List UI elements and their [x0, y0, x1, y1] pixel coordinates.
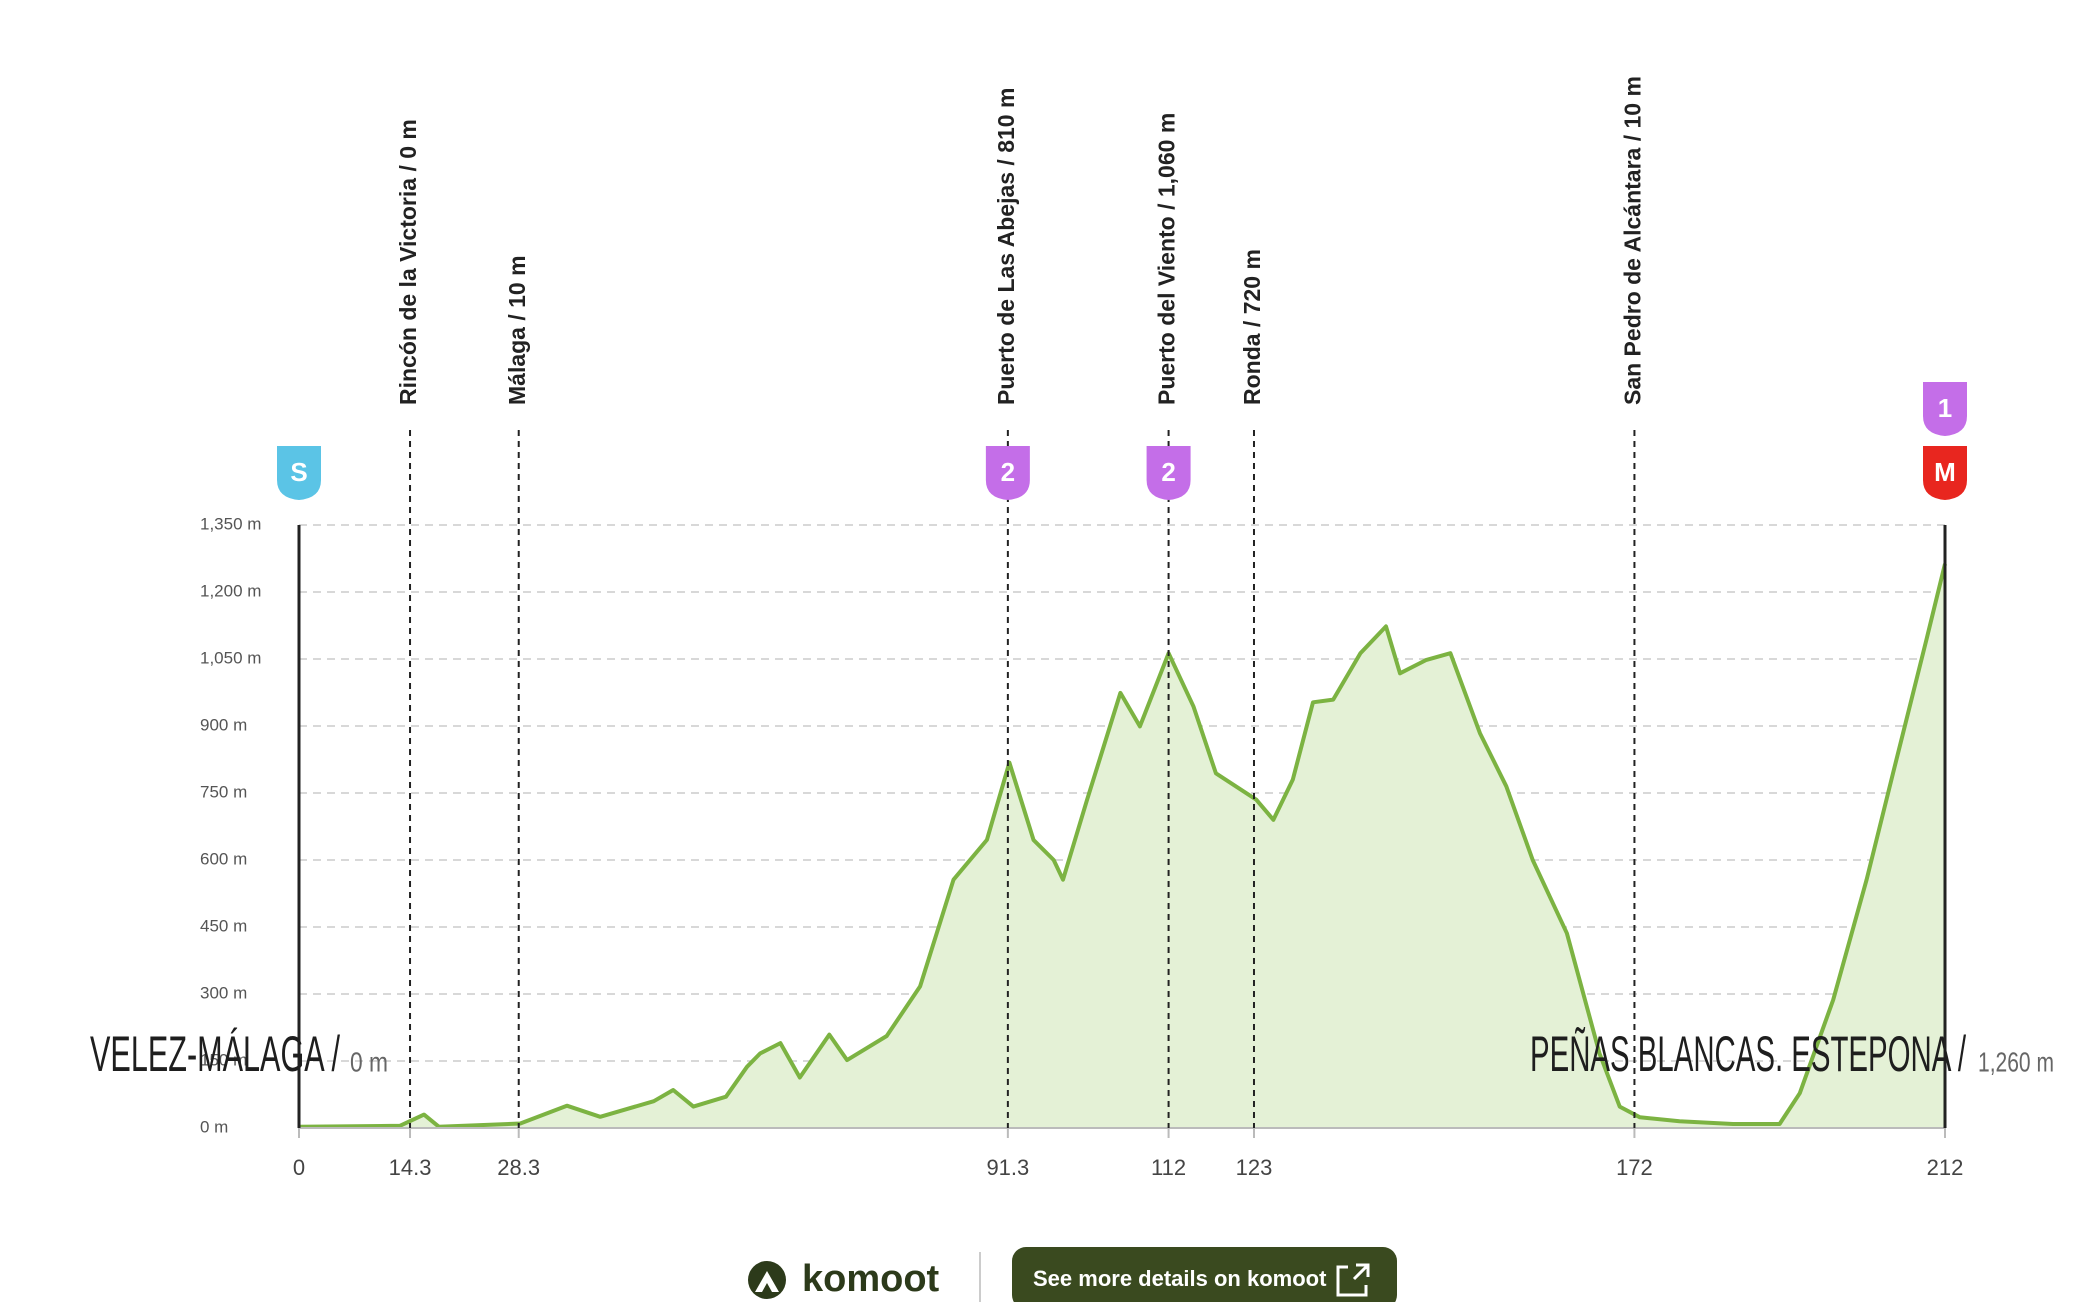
- waypoint-label: Rincón de la Victoria / 0 m: [395, 119, 421, 405]
- badge-label: M: [1934, 457, 1956, 487]
- y-tick-label: 450 m: [200, 916, 247, 935]
- waypoint-label: Puerto del Viento / 1,060 m: [1154, 113, 1180, 405]
- badge-label: 1: [1938, 393, 1952, 423]
- x-tick-label: 28.3: [497, 1155, 540, 1180]
- waypoint-label: San Pedro de Alcántara / 10 m: [1620, 76, 1646, 405]
- y-tick-label: 0 m: [200, 1117, 228, 1136]
- start-elevation: 0 m: [350, 1046, 388, 1077]
- finish-name: PEÑAS BLANCAS. ESTEPONA /: [1530, 1026, 1966, 1082]
- y-tick-label: 750 m: [200, 782, 247, 801]
- badge-label: S: [290, 457, 307, 487]
- brand: komoot: [802, 1258, 940, 1300]
- button-label[interactable]: See more details on komoot: [1033, 1266, 1327, 1291]
- finish-elevation: 1,260 m: [1978, 1046, 2054, 1077]
- y-tick-label: 1,050 m: [200, 648, 261, 667]
- x-tick-label: 112: [1151, 1155, 1186, 1180]
- x-tick-label: 0: [293, 1155, 305, 1180]
- y-tick-label: 300 m: [200, 983, 247, 1002]
- badge: [1923, 446, 1967, 500]
- badge: [277, 446, 321, 500]
- x-tick-label: 172: [1616, 1155, 1653, 1180]
- y-tick-label: 1,350 m: [200, 514, 261, 533]
- start-name: VELEZ-MÁLAGA /: [90, 1026, 340, 1082]
- komoot-logo: [748, 1261, 786, 1299]
- waypoint-label: Puerto de Las Abejas / 810 m: [993, 88, 1019, 405]
- x-tick-label: 123: [1236, 1155, 1273, 1180]
- x-tick-label: 212: [1927, 1155, 1964, 1180]
- button-background[interactable]: [1012, 1247, 1397, 1302]
- badge-label: 2: [1161, 457, 1175, 487]
- waypoint-label: Málaga / 10 m: [504, 255, 530, 405]
- badge: [985, 446, 1030, 500]
- details-button[interactable]: See more details on komoot: [1012, 1247, 1397, 1302]
- x-tick-label: 91.3: [986, 1155, 1029, 1180]
- badge: [1923, 382, 1967, 436]
- badge: [1146, 446, 1191, 500]
- y-tick-label: 900 m: [200, 715, 247, 734]
- waypoint-label: Ronda / 720 m: [1239, 249, 1265, 405]
- area-fill: [299, 563, 1945, 1128]
- x-tick-label: 14.3: [389, 1155, 432, 1180]
- plot: 0 m 150 m 300 m 450 m 600 m 750 m 900 m 1,050 m…: [200, 76, 1967, 1180]
- y-tick-label: 600 m: [200, 849, 247, 868]
- y-tick-label: 150 m: [200, 1050, 247, 1069]
- external-icon[interactable]: [1336, 1263, 1370, 1297]
- badge-label: 2: [1001, 457, 1015, 487]
- y-tick-label: 1,200 m: [200, 581, 261, 600]
